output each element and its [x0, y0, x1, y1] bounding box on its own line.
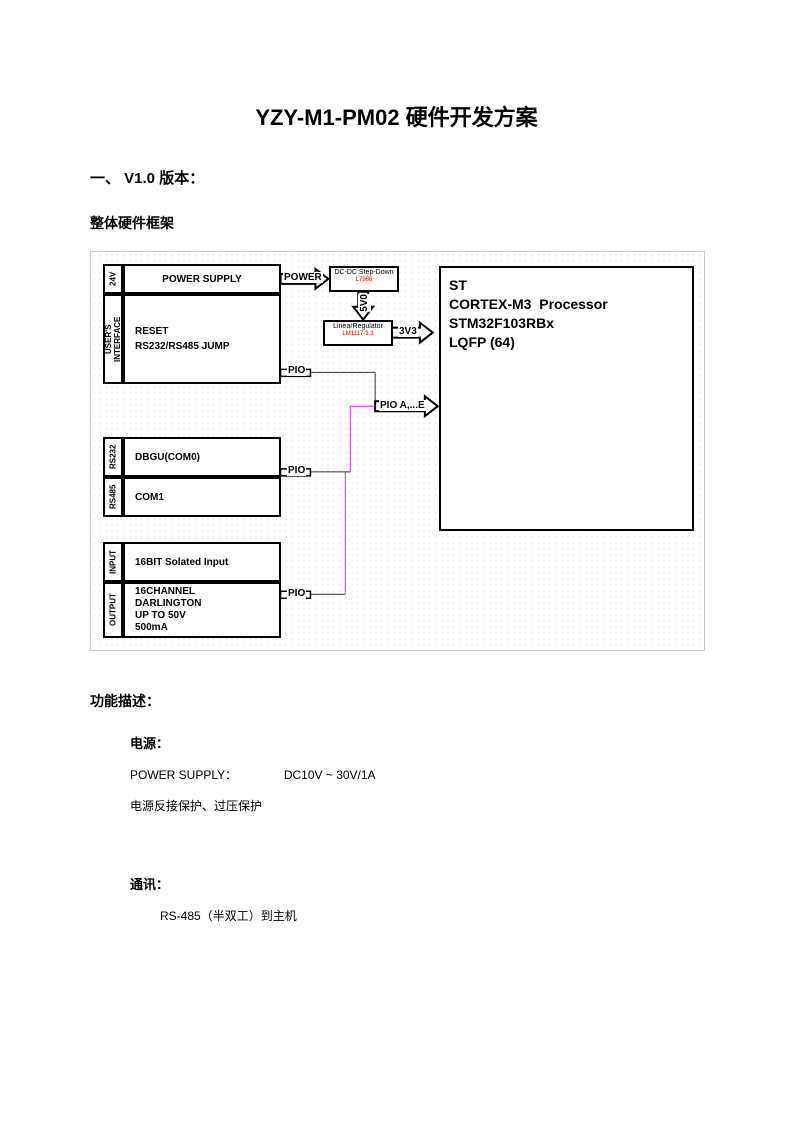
- text-dcdc-part: L7986: [332, 277, 396, 284]
- label-rs232: RS232: [103, 437, 123, 477]
- power-protection-line: 电源反接保护、过压保护: [130, 797, 703, 814]
- block-dcdc: DC-DC Step-Down L7986: [329, 266, 399, 292]
- text-dbgu: DBGU(COM0): [131, 449, 204, 466]
- label-3v3: 3V3: [398, 326, 418, 337]
- label-users-interface: USER'S INTERFACE: [103, 294, 123, 384]
- label-rs485: RS485: [103, 477, 123, 517]
- block-reset: RESET RS232/RS485 JUMP: [123, 294, 281, 384]
- text-com1: COM1: [131, 489, 168, 506]
- power-label: POWER SUPPLY：: [130, 768, 237, 782]
- label-5v0: 5V0: [358, 294, 371, 312]
- power-supply-line: POWER SUPPLY： DC10V ~ 30V/1A: [130, 766, 703, 783]
- text-reset: RESET RS232/RS485 JUMP: [131, 321, 234, 357]
- comm-title: 通讯：: [130, 874, 703, 893]
- text-power-supply: POWER SUPPLY: [158, 271, 246, 288]
- label-24v: 24V: [103, 264, 123, 294]
- hardware-diagram: 24V USER'S INTERFACE POWER SUPPLY RESET …: [90, 251, 705, 651]
- comm-line: RS-485（半双工）到主机: [130, 907, 703, 924]
- block-output: 16CHANNEL DARLINGTON UP TO 50V 500mA: [123, 582, 281, 638]
- power-title: 电源：: [130, 733, 703, 752]
- power-value: DC10V ~ 30V/1A: [284, 768, 376, 782]
- text-dcdc: DC-DC Step-Down: [332, 269, 396, 277]
- subsection-heading: 整体硬件框架: [90, 213, 703, 233]
- block-processor: ST CORTEX-M3 Processor STM32F103RBx LQFP…: [439, 266, 694, 531]
- page-title: YZY-M1-PM02 硬件开发方案: [90, 100, 703, 132]
- label-pio-1: PIO: [287, 365, 306, 376]
- label-pio-2: PIO: [287, 465, 306, 476]
- text-input16: 16BIT Solated Input: [131, 554, 232, 571]
- comm-section: 通讯： RS-485（半双工）到主机: [90, 874, 703, 924]
- label-input: INPUT: [103, 542, 123, 582]
- block-com1: COM1: [123, 477, 281, 517]
- text-linreg: LinearRegulator: [326, 323, 390, 331]
- power-section: 电源： POWER SUPPLY： DC10V ~ 30V/1A 电源反接保护、…: [90, 733, 703, 814]
- block-input: 16BIT Solated Input: [123, 542, 281, 582]
- block-dbgu: DBGU(COM0): [123, 437, 281, 477]
- label-output: OUTPUT: [103, 582, 123, 638]
- text-output16: 16CHANNEL DARLINGTON UP TO 50V 500mA: [131, 583, 205, 637]
- func-desc-heading: 功能描述：: [90, 691, 703, 711]
- block-linreg: LinearRegulator LM1117-3.3: [323, 320, 393, 346]
- section-heading: 一、 V1.0 版本：: [90, 167, 703, 188]
- label-pio-3: PIO: [287, 588, 306, 599]
- text-linreg-part: LM1117-3.3: [326, 331, 390, 338]
- label-pio-ae: PIO A,...E: [379, 400, 426, 411]
- block-power-supply: POWER SUPPLY: [123, 264, 281, 294]
- label-power: POWER: [283, 272, 323, 283]
